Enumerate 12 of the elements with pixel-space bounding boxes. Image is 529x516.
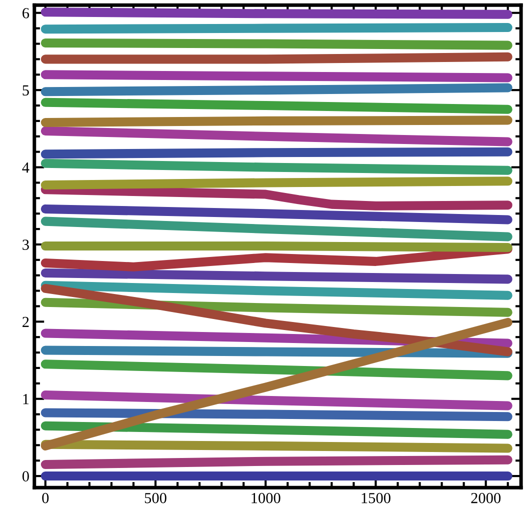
x-tick-label: 1000 xyxy=(252,492,280,504)
x-tick-label: 1500 xyxy=(362,492,390,504)
y-tick-label: 1 xyxy=(23,394,29,404)
x-tick-label: 0 xyxy=(42,492,49,504)
y-tick-label: 6 xyxy=(22,8,30,18)
y-tick-label: 3 xyxy=(22,240,29,250)
y-tick-label: 4 xyxy=(22,162,30,173)
y-tick-label: 5 xyxy=(22,85,29,96)
y-tick-label: 2 xyxy=(22,316,29,327)
y-tick-label: 0 xyxy=(22,471,29,482)
x-tick-label: 2000 xyxy=(471,492,501,504)
x-tick-label: 500 xyxy=(144,492,166,504)
